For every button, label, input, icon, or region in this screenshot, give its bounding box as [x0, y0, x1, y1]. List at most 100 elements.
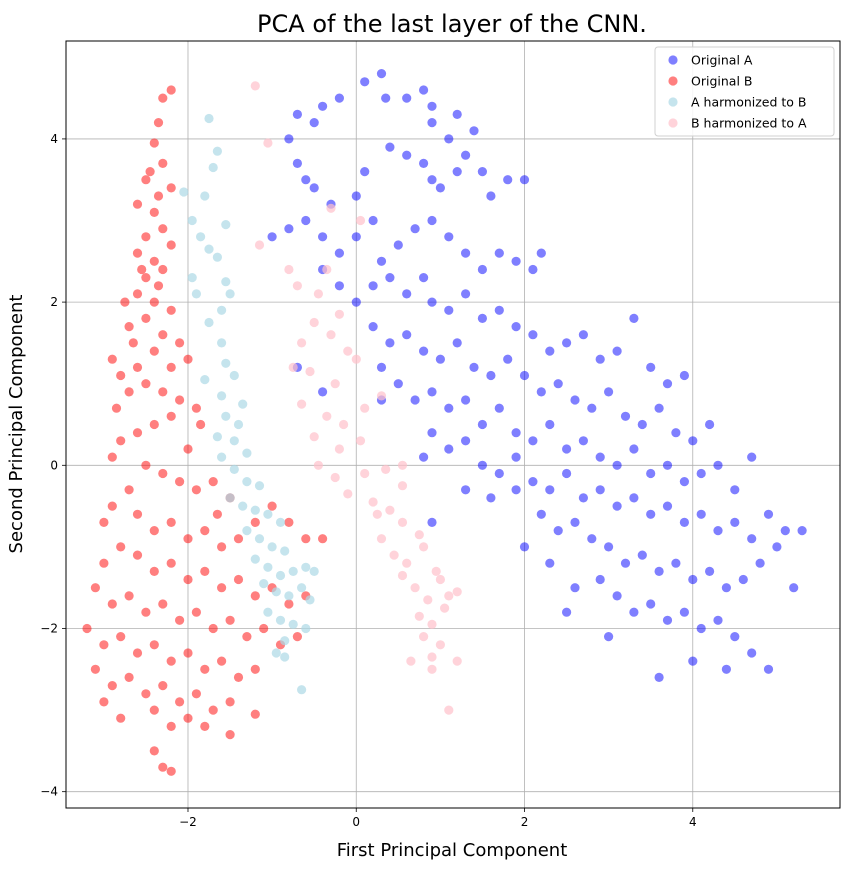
data-point — [322, 264, 332, 275]
data-point — [149, 566, 159, 577]
data-point — [334, 309, 344, 319]
legend-marker — [668, 76, 678, 86]
data-point — [149, 297, 159, 307]
data-point — [263, 509, 273, 519]
data-point — [587, 403, 597, 413]
data-point — [772, 542, 782, 552]
data-point — [511, 485, 521, 495]
x-axis-title: First Principal Component — [337, 840, 568, 861]
x-tick-label: 0 — [352, 815, 360, 829]
data-point — [629, 313, 639, 323]
data-point — [191, 689, 201, 699]
data-point — [469, 126, 479, 136]
data-point — [238, 399, 248, 409]
data-point — [730, 632, 740, 642]
data-point — [132, 362, 143, 372]
data-point — [200, 375, 210, 385]
data-point — [646, 468, 656, 479]
data-point — [107, 599, 117, 609]
data-point — [419, 542, 429, 552]
data-point — [166, 305, 176, 315]
data-point — [141, 689, 151, 699]
data-point — [679, 477, 690, 487]
data-point — [191, 403, 201, 413]
data-point — [107, 452, 117, 462]
data-point — [612, 346, 622, 356]
data-point — [427, 652, 437, 662]
data-point — [166, 85, 176, 95]
data-point — [166, 766, 176, 776]
data-point — [229, 370, 239, 381]
data-point — [242, 526, 252, 536]
data-point — [414, 611, 424, 621]
data-point — [200, 526, 210, 536]
chart-title: PCA of the last layer of the CNN. — [257, 10, 647, 38]
data-point — [452, 167, 462, 177]
data-point — [662, 379, 673, 389]
data-point — [212, 146, 222, 156]
data-point — [519, 370, 530, 381]
data-point — [763, 664, 774, 674]
data-point — [435, 183, 445, 193]
data-point — [435, 574, 445, 585]
data-point — [629, 493, 639, 503]
data-point — [494, 305, 504, 315]
data-point — [132, 289, 143, 299]
data-point — [175, 697, 185, 707]
data-point — [747, 534, 757, 544]
data-point — [423, 595, 433, 605]
data-point — [191, 289, 201, 299]
data-point — [477, 419, 487, 430]
data-point — [419, 632, 429, 642]
data-point — [604, 632, 614, 642]
data-point — [334, 93, 344, 103]
data-point — [292, 281, 302, 291]
data-point — [629, 444, 639, 454]
data-point — [158, 681, 168, 691]
data-point — [747, 452, 757, 462]
data-point — [124, 387, 134, 397]
x-tick-label: −2 — [179, 815, 197, 829]
y-tick-label: −4 — [40, 785, 58, 799]
data-point — [82, 623, 92, 634]
data-point — [376, 391, 387, 401]
data-point — [318, 232, 328, 242]
data-point — [612, 501, 622, 511]
data-point — [267, 542, 277, 552]
data-point — [229, 436, 239, 446]
data-point — [242, 477, 252, 487]
series-0 — [267, 69, 807, 683]
data-point — [397, 481, 408, 491]
data-point — [461, 485, 471, 495]
data-point — [242, 632, 252, 642]
data-point — [419, 452, 429, 462]
data-point — [149, 746, 159, 756]
legend-marker — [668, 97, 678, 107]
data-point — [646, 362, 656, 372]
data-point — [410, 224, 420, 234]
data-point — [208, 623, 218, 634]
data-point — [511, 452, 521, 462]
axis-ticks: −2 0 2 4 −4 −2 0 2 4 — [40, 132, 696, 829]
data-point — [789, 583, 799, 593]
data-point — [646, 509, 656, 519]
legend: Original A Original B A harmonized to B B h… — [654, 46, 835, 137]
data-point — [233, 672, 244, 683]
data-point — [330, 379, 340, 389]
data-point — [187, 273, 197, 283]
data-point — [637, 550, 647, 560]
data-point — [595, 574, 605, 585]
data-point — [368, 497, 378, 507]
data-point — [406, 656, 416, 666]
data-point — [397, 570, 408, 581]
data-point — [217, 391, 227, 401]
data-point — [183, 713, 193, 723]
data-point — [351, 232, 361, 242]
data-point — [494, 403, 504, 413]
data-point — [221, 411, 231, 421]
data-point — [301, 623, 311, 634]
data-point — [196, 232, 206, 242]
data-point — [301, 215, 311, 226]
data-point — [132, 550, 143, 560]
data-point — [141, 175, 151, 185]
